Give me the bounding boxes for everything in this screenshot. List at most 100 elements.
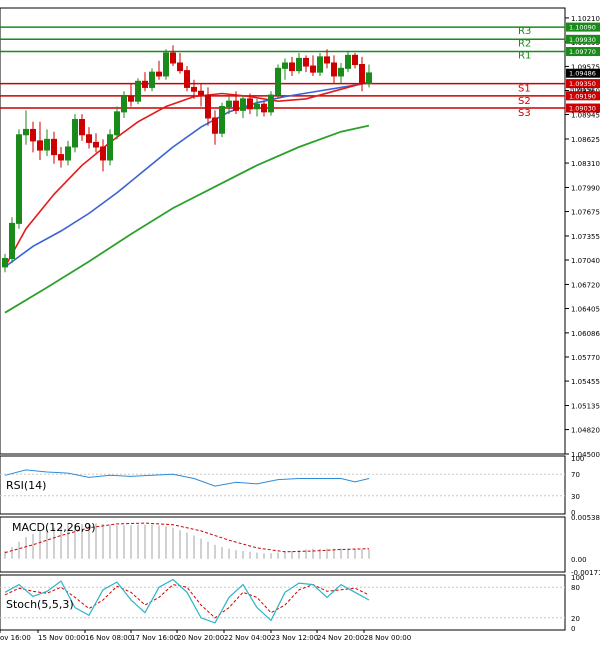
- level-tag-text: 1.10090: [569, 24, 596, 32]
- y-tick-label: 1.04500: [571, 451, 600, 459]
- candle-body: [107, 134, 113, 161]
- y-tick-label: 1.07990: [571, 184, 600, 192]
- level-tag-text: 1.09350: [569, 80, 596, 88]
- candle-body: [16, 134, 22, 224]
- level-tag-r2: [566, 34, 600, 44]
- candle-body: [156, 71, 162, 77]
- macd-signal-line: [4, 522, 370, 554]
- candle-body: [338, 67, 344, 77]
- pane-macd: [0, 516, 566, 573]
- x-tick-label: 16 Nov 08:00: [85, 634, 132, 642]
- candle-body: [58, 154, 64, 161]
- y-tick-label: 1.07040: [571, 257, 600, 265]
- stoch-k-line: [4, 578, 370, 624]
- candle-body: [359, 64, 365, 85]
- extra-price-tag: 1.09150: [569, 87, 594, 94]
- y-tick-label: 1.08945: [571, 112, 600, 120]
- candle-body: [44, 138, 50, 151]
- y-tick-label: 1.09575: [571, 63, 600, 71]
- candle-body: [184, 70, 190, 88]
- candle-body: [275, 67, 281, 96]
- rsi-tick-label: 100: [571, 455, 584, 463]
- candle-body: [254, 103, 260, 110]
- pane-stoch: [0, 574, 566, 631]
- candle-body: [128, 96, 134, 102]
- candle-body: [191, 86, 197, 92]
- candle-body: [9, 222, 15, 259]
- candle-body: [296, 57, 302, 72]
- candle-body: [240, 98, 246, 111]
- level-label-r3: R3: [518, 26, 531, 37]
- level-label-s3: S3: [518, 108, 531, 119]
- candle-body: [86, 134, 92, 143]
- candle-body: [226, 100, 232, 108]
- y-tick-label: 1.10210: [571, 15, 600, 23]
- candle-body: [65, 146, 71, 161]
- candle-body: [331, 62, 337, 77]
- y-tick-label: 1.04820: [571, 427, 600, 435]
- y-tick-label: 1.05770: [571, 354, 600, 362]
- y-tick-label: 1.08310: [571, 160, 600, 168]
- x-tick-label: 17 Nov 16:00: [131, 634, 178, 642]
- candle-body: [149, 71, 155, 88]
- candle-body: [324, 56, 330, 64]
- candle-body: [261, 103, 267, 113]
- candle-body: [93, 141, 99, 148]
- y-tick-label: 1.07355: [571, 233, 600, 241]
- level-tag-s1: [566, 79, 600, 89]
- candle-body: [37, 140, 43, 151]
- current-price-tag: [566, 68, 600, 78]
- candle-body: [51, 138, 57, 156]
- candle-body: [2, 257, 8, 268]
- candle-body: [219, 106, 225, 134]
- y-tick-label: 1.07675: [571, 209, 600, 217]
- level-tag-r1: [566, 47, 600, 57]
- stoch-tick-label: 0: [571, 625, 575, 633]
- macd-tick-label: 0.00: [571, 556, 587, 564]
- rsi-label: RSI(14): [6, 479, 46, 492]
- pane-main: [0, 7, 566, 455]
- candle-body: [135, 80, 141, 102]
- level-tag-s3: [566, 103, 600, 113]
- candle-body: [142, 80, 148, 88]
- candle-body: [121, 96, 127, 113]
- candle-body: [100, 146, 106, 161]
- ma-blue-line: [4, 82, 370, 268]
- pane-rsi: [0, 455, 566, 515]
- x-tick-label: ov 16:00: [0, 634, 31, 642]
- level-label-s1: S1: [518, 84, 531, 95]
- y-tick-label: 1.06720: [571, 281, 600, 289]
- macd-tick-label: 0.005389: [571, 514, 600, 522]
- candle-body: [212, 117, 218, 134]
- stoch-tick-label: 80: [571, 584, 580, 592]
- candle-body: [282, 62, 288, 69]
- level-label-s2: S2: [518, 96, 531, 107]
- candle-body: [233, 100, 239, 111]
- candle-body: [366, 72, 372, 85]
- candle-body: [23, 128, 29, 136]
- rsi-tick-label: 0: [571, 509, 575, 517]
- x-tick-label: 28 Nov 00:00: [364, 634, 411, 642]
- macd-tick-label: -0.00171: [571, 569, 600, 577]
- candle-body: [317, 56, 323, 73]
- candle-body: [352, 54, 358, 66]
- x-tick-label: 20 Nov 20:00: [177, 634, 224, 642]
- macd-label: MACD(12,26,9): [12, 521, 96, 534]
- level-tag-text: 1.09930: [569, 36, 596, 44]
- x-tick-label: 24 Nov 20:00: [317, 634, 364, 642]
- candle-body: [303, 57, 309, 67]
- x-tick-label: 15 Nov 00:00: [38, 634, 85, 642]
- y-tick-label: 1.05455: [571, 378, 600, 386]
- level-label-r2: R2: [518, 38, 531, 49]
- y-tick-label: 1.06405: [571, 306, 600, 314]
- candle-body: [247, 98, 253, 110]
- level-tag-text: 1.09030: [569, 105, 596, 113]
- rsi-tick-label: 30: [571, 493, 580, 501]
- candle-body: [79, 119, 85, 136]
- level-tag-text: 1.09770: [569, 48, 596, 56]
- x-tick-label: 23 Nov 12:00: [271, 634, 318, 642]
- stoch-label: Stoch(5,5,3): [6, 598, 74, 611]
- stoch-tick-label: 100: [571, 574, 584, 582]
- stoch-tick-label: 20: [571, 615, 580, 623]
